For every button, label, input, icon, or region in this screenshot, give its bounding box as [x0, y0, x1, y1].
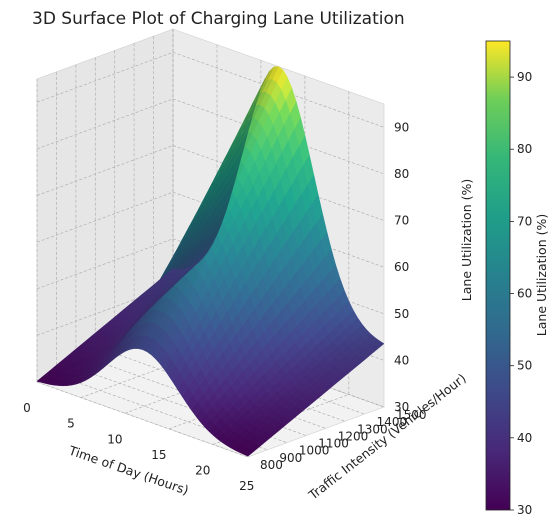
colorbar-tick-label: 50: [517, 359, 532, 373]
grid-line: [36, 51, 174, 103]
grid-line: [36, 191, 174, 243]
colorbar: 30 40 50 60 70 80 90 Lane Utilization (%): [485, 40, 549, 517]
x-tick-label: 10: [107, 432, 122, 446]
tick-group: 0 5 10 15 20 25 800900100011001200130014001500…: [23, 120, 426, 493]
y-tick-label: 1500: [396, 408, 427, 422]
surface-patch: [36, 375, 49, 383]
surface-group: [36, 66, 385, 457]
colorbar-tick-label: 80: [517, 142, 532, 156]
colorbar-tick-label: 90: [517, 70, 532, 84]
y-tick-label: 800: [260, 458, 283, 472]
z-tick-label: 30: [394, 400, 409, 414]
z-tick-label: 80: [394, 167, 409, 181]
grid-line: [36, 381, 249, 458]
x-tick-label: 5: [67, 417, 75, 431]
y-tick-label: 900: [279, 451, 302, 465]
colorbar-tick-label: 60: [517, 287, 532, 301]
x-axis-label: Time of Day (Hours): [66, 442, 191, 497]
x-tick-label: 25: [239, 479, 254, 493]
x-tick-label: 0: [23, 401, 31, 415]
colorbar-tick-label: 30: [517, 503, 532, 517]
y-tick-label: 1400: [377, 415, 408, 429]
colorbar-tick-label: 70: [517, 214, 532, 228]
z-tick-label: 70: [394, 214, 409, 228]
z-tick-label: 50: [394, 307, 409, 321]
y-tick-label: 1000: [299, 444, 330, 458]
grid-line: [36, 145, 174, 196]
y-tick-label: 1100: [318, 437, 349, 451]
colorbar-label: Lane Utilization (%): [534, 214, 549, 336]
y-tick-label: 1300: [357, 422, 388, 436]
y-tick-label: 1200: [338, 429, 369, 443]
z-tick-label: 40: [394, 353, 409, 367]
colorbar-ticks: 30 40 50 60 70 80 90: [510, 70, 532, 517]
x-tick-label: 20: [195, 464, 210, 478]
colorbar-gradient: [485, 40, 511, 511]
x-tick-label: 15: [151, 448, 166, 462]
grid-line: [36, 238, 174, 290]
z-axis-label: Lane Utilization (%): [459, 179, 474, 301]
grid-line: [36, 98, 174, 150]
z-tick-label: 90: [394, 120, 409, 134]
colorbar-tick-label: 40: [517, 431, 532, 445]
chart-title: 3D Surface Plot of Charging Lane Utiliza…: [32, 9, 405, 29]
z-tick-label: 60: [394, 260, 409, 274]
